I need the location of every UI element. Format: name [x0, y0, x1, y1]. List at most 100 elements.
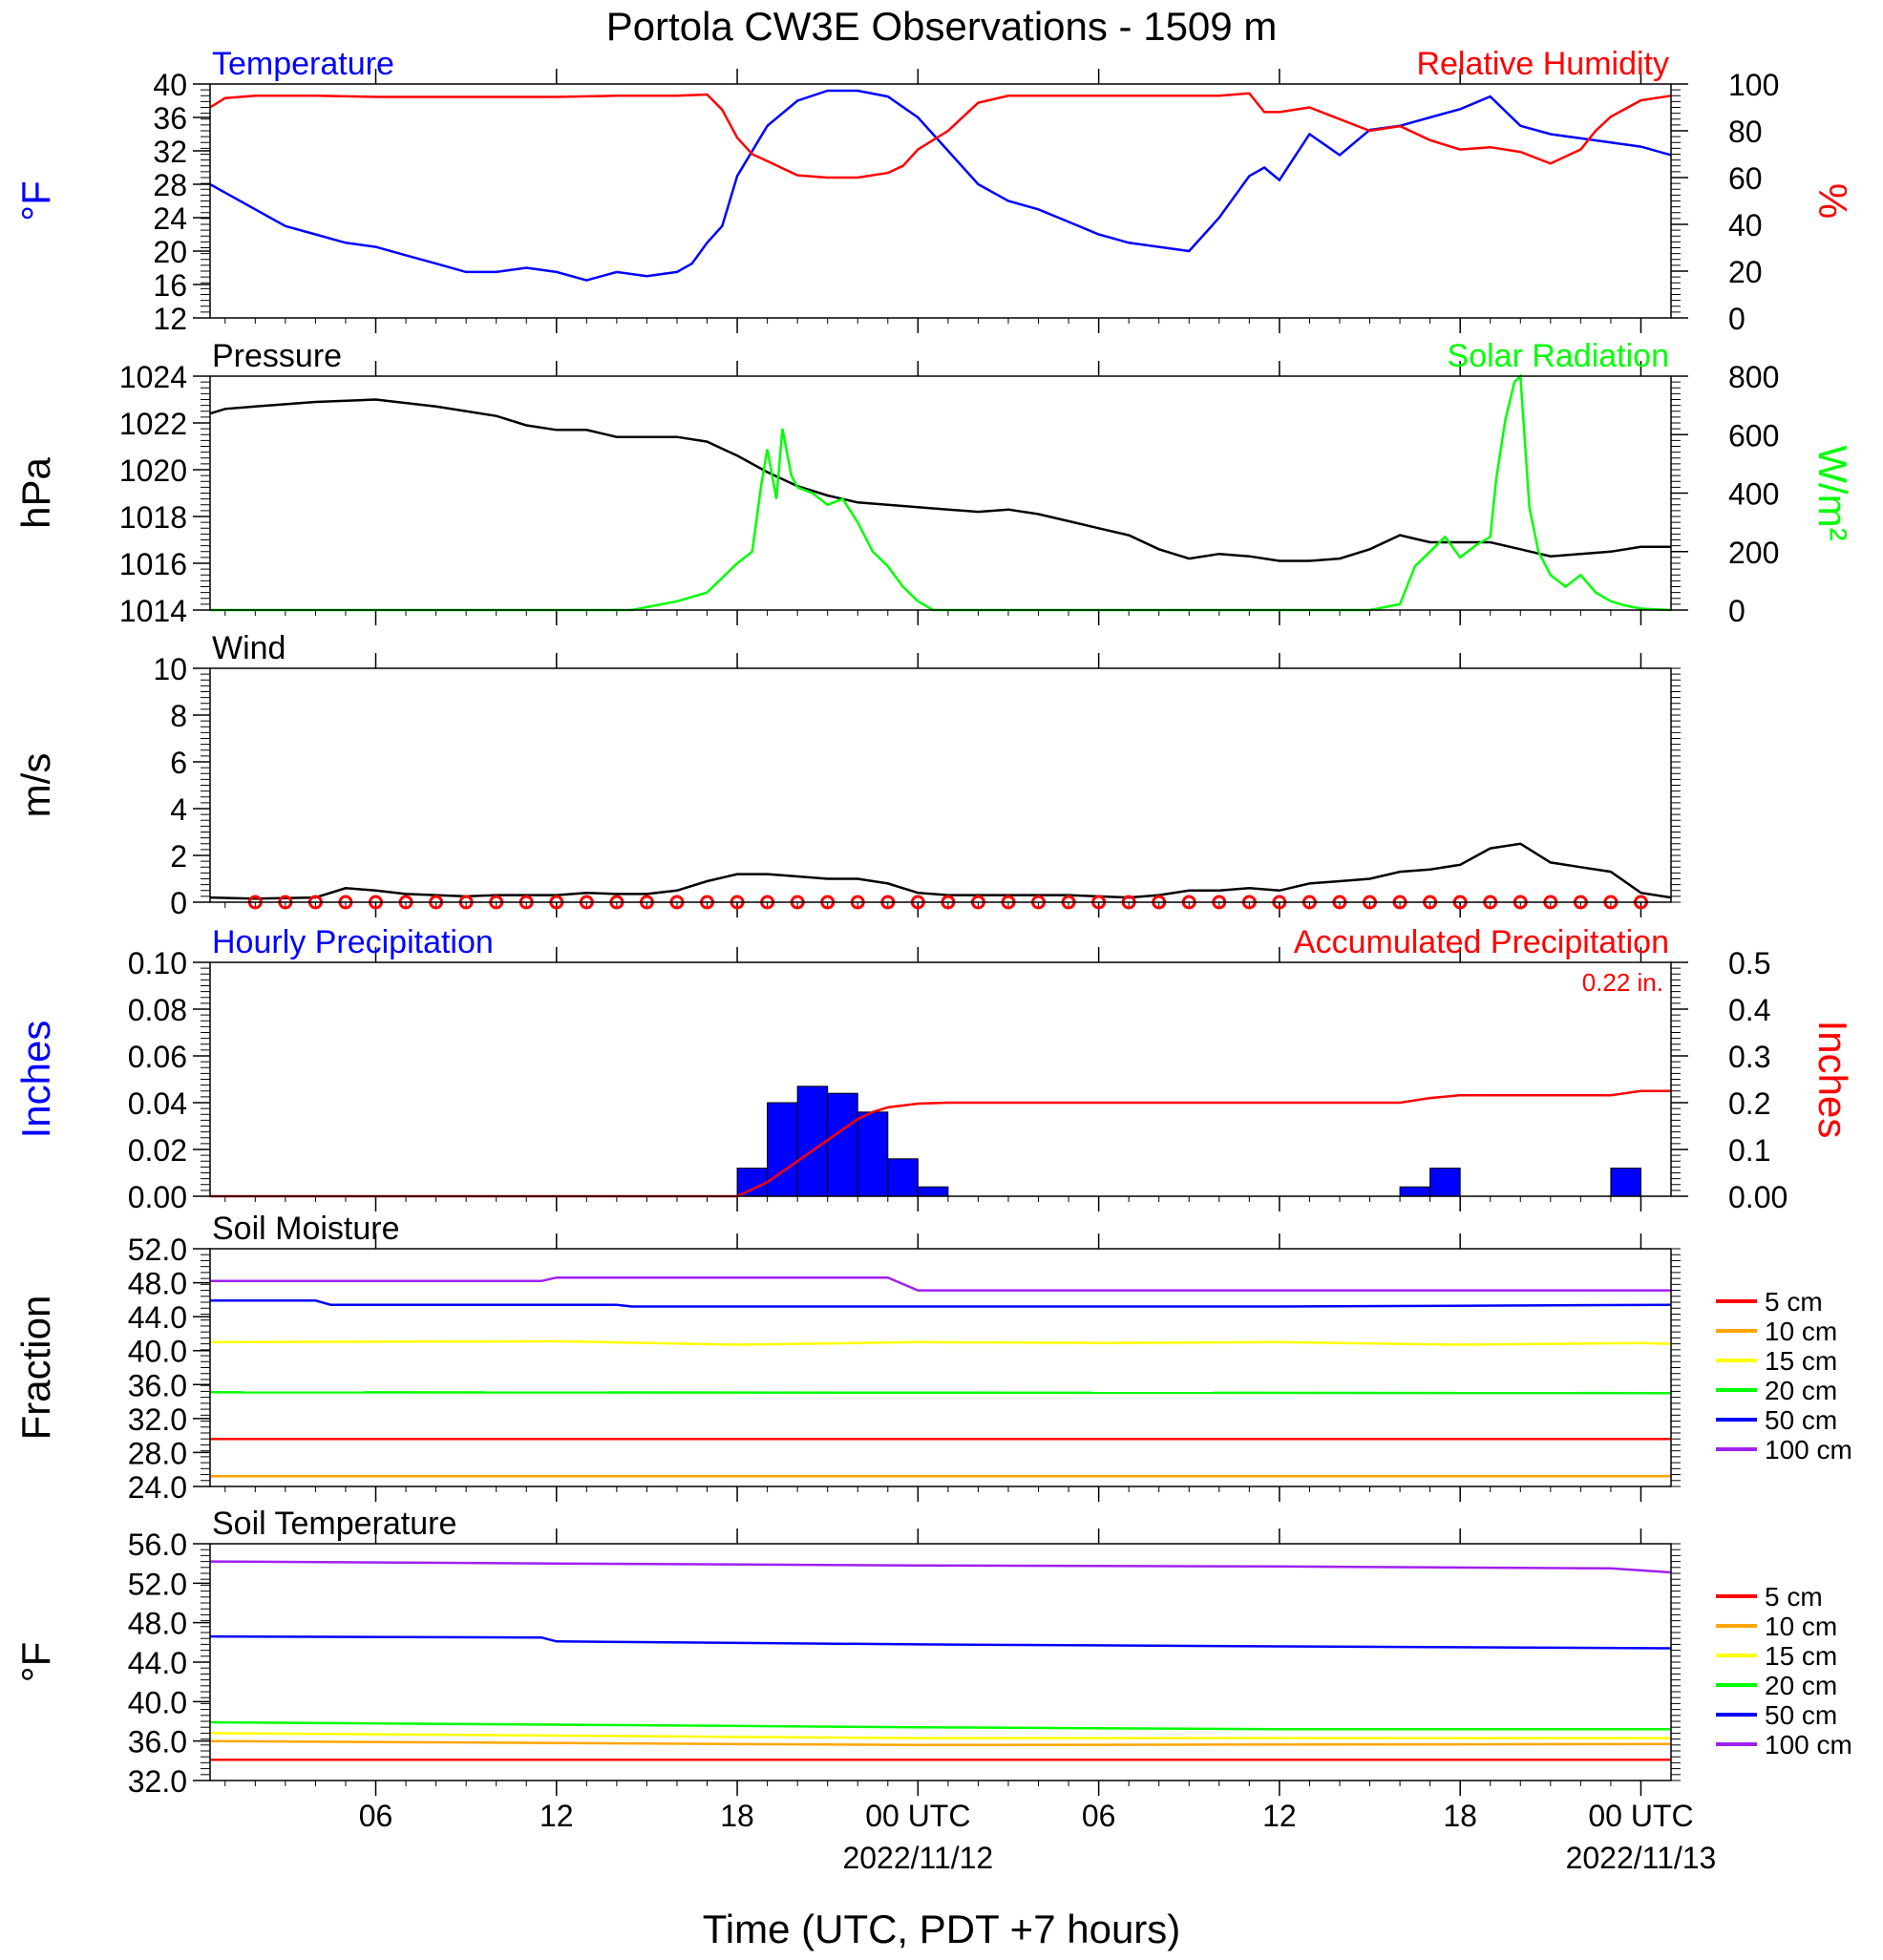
y-tick-label: 36: [153, 101, 187, 136]
y-tick-label: 0.02: [128, 1133, 187, 1168]
legend-label: 10 cm: [1765, 1317, 1837, 1346]
panel-frame: [209, 1248, 1672, 1487]
accumulated-total: 0.22 in.: [1582, 968, 1663, 997]
series-temperature: [209, 89, 1672, 282]
x-tick-label: 00 UTC: [865, 1799, 970, 1833]
precip-bar: [827, 1092, 858, 1197]
legend-label: 50 cm: [1765, 1405, 1837, 1435]
panel-title-left: Wind: [212, 630, 286, 666]
x-date-label: 2022/11/13: [1566, 1841, 1717, 1875]
figure-title: Portola CW3E Observations - 1509 m: [606, 4, 1278, 49]
y-axis-label-left: °F: [13, 180, 58, 221]
legend-label: 5 cm: [1765, 1582, 1823, 1612]
x-tick-label: 06: [1082, 1799, 1116, 1833]
y-tick-right-label: 0.4: [1728, 993, 1770, 1027]
x-axis-label: Time (UTC, PDT +7 hours): [703, 1907, 1181, 1951]
precip-bar: [1399, 1186, 1431, 1197]
x-date-label: 2022/11/12: [842, 1841, 993, 1875]
y-tick-label: 4: [170, 792, 187, 827]
panel-title-left: Temperature: [212, 46, 394, 82]
y-tick-right-label: 0.5: [1728, 946, 1770, 980]
panel-frame: [209, 667, 1672, 903]
y-tick-label: 28: [153, 168, 187, 202]
y-tick-right-label: 0: [1728, 594, 1745, 628]
y-tick-label: 32: [153, 135, 187, 169]
panel-frame: [209, 961, 1672, 1197]
legend-label: 5 cm: [1765, 1287, 1823, 1317]
y-tick-label: 48.0: [128, 1607, 187, 1641]
panel-frame: [209, 1543, 1672, 1781]
panel-wind: 0 2 4 6 8 10 Wind m/s: [13, 630, 1681, 920]
panel-frame: [209, 83, 1672, 319]
y-tick-label: 1020: [119, 453, 187, 488]
panel-title-left: Soil Temperature: [212, 1506, 456, 1542]
x-tick-label: 18: [1443, 1799, 1477, 1833]
legend-label: 10 cm: [1765, 1612, 1837, 1641]
series-relative-humidity: [209, 92, 1672, 179]
x-tick-label: 12: [1262, 1799, 1297, 1833]
series-10-cm: [209, 1739, 1672, 1747]
y-tick-right-label: 60: [1728, 161, 1763, 196]
y-tick-right-label: 80: [1728, 115, 1763, 149]
y-tick-label: 0.08: [128, 993, 187, 1027]
y-tick-label: 1014: [119, 594, 187, 628]
y-tick-label: 10: [153, 652, 187, 686]
y-tick-label: 2: [170, 839, 187, 874]
panel-soil-moisture: 24.028.032.036.040.044.048.052.0 Soil Moi…: [13, 1211, 1852, 1505]
series-wind: [209, 842, 1672, 900]
panel-title-left: Soil Moisture: [212, 1211, 400, 1247]
y-axis-label-right: %: [1810, 183, 1855, 219]
series-20-cm: [209, 1720, 1671, 1731]
y-tick-label: 36.0: [128, 1368, 187, 1402]
series-solar-radiation: [210, 373, 1672, 612]
y-tick-right-label: 0.1: [1728, 1133, 1770, 1168]
y-tick-label: 40.0: [128, 1335, 187, 1369]
panel-title-right: Relative Humidity: [1416, 46, 1669, 82]
legend-label: 100 cm: [1765, 1435, 1852, 1465]
precip-bar: [767, 1102, 798, 1197]
y-tick-right-label: 200: [1728, 536, 1779, 570]
precip-bar: [736, 1168, 769, 1197]
y-tick-label: 32.0: [128, 1402, 187, 1437]
series-20-cm: [209, 1391, 1672, 1395]
panel-pressure-solar: 1014 1016 1018 1020 1022 1024 0 200 400 600 800 Pre…: [13, 338, 1855, 628]
series-15-cm: [209, 1339, 1672, 1346]
y-tick-right-label: 0.3: [1728, 1040, 1770, 1074]
y-axis-label-left: hPa: [13, 456, 58, 528]
y-axis-label-left: Fraction: [13, 1296, 58, 1441]
y-axis-label-left: °F: [13, 1642, 58, 1682]
x-tick-label: 12: [540, 1799, 574, 1833]
legend-label: 20 cm: [1765, 1376, 1837, 1405]
y-tick-label: 20: [153, 235, 187, 269]
x-tick-label: 06: [359, 1799, 393, 1833]
y-tick-label: 12: [153, 302, 187, 336]
y-tick-label: 1022: [119, 407, 187, 441]
panel-precipitation: 0.00 0.02 0.04 0.06 0.08 0.10 0.00 0.1 0.2 0.3 0.4…: [13, 924, 1855, 1214]
series-accumulated-precipitation: [210, 1089, 1671, 1198]
y-tick-right-label: 600: [1728, 418, 1779, 453]
precip-bar: [1429, 1168, 1461, 1197]
y-tick-right-label: 0.2: [1728, 1086, 1770, 1121]
y-tick-label: 24.0: [128, 1470, 187, 1505]
y-axis-label-right: W/m²: [1810, 445, 1855, 540]
y-tick-label: 56.0: [128, 1528, 187, 1562]
y-tick-label: 0.10: [128, 946, 187, 980]
legend-label: 15 cm: [1765, 1641, 1837, 1671]
y-tick-label: 24: [153, 201, 187, 236]
y-tick-label: 0: [170, 886, 187, 920]
panel-title-right: Accumulated Precipitation: [1294, 924, 1669, 960]
y-tick-label: 0.04: [128, 1086, 187, 1121]
y-tick-label: 40: [153, 68, 187, 102]
series-100-cm: [209, 1560, 1672, 1574]
y-tick-label: 0.00: [128, 1180, 187, 1214]
y-tick-label: 28.0: [128, 1436, 187, 1470]
precip-bar: [796, 1085, 829, 1197]
y-tick-label: 0.06: [128, 1040, 187, 1074]
y-axis-label-left: m/s: [13, 753, 58, 818]
y-axis-label-left: Inches: [13, 1021, 58, 1139]
panel-title-right: Solar Radiation: [1448, 338, 1669, 374]
series-15-cm: [209, 1732, 1671, 1739]
panel-title-left: Hourly Precipitation: [212, 924, 494, 960]
